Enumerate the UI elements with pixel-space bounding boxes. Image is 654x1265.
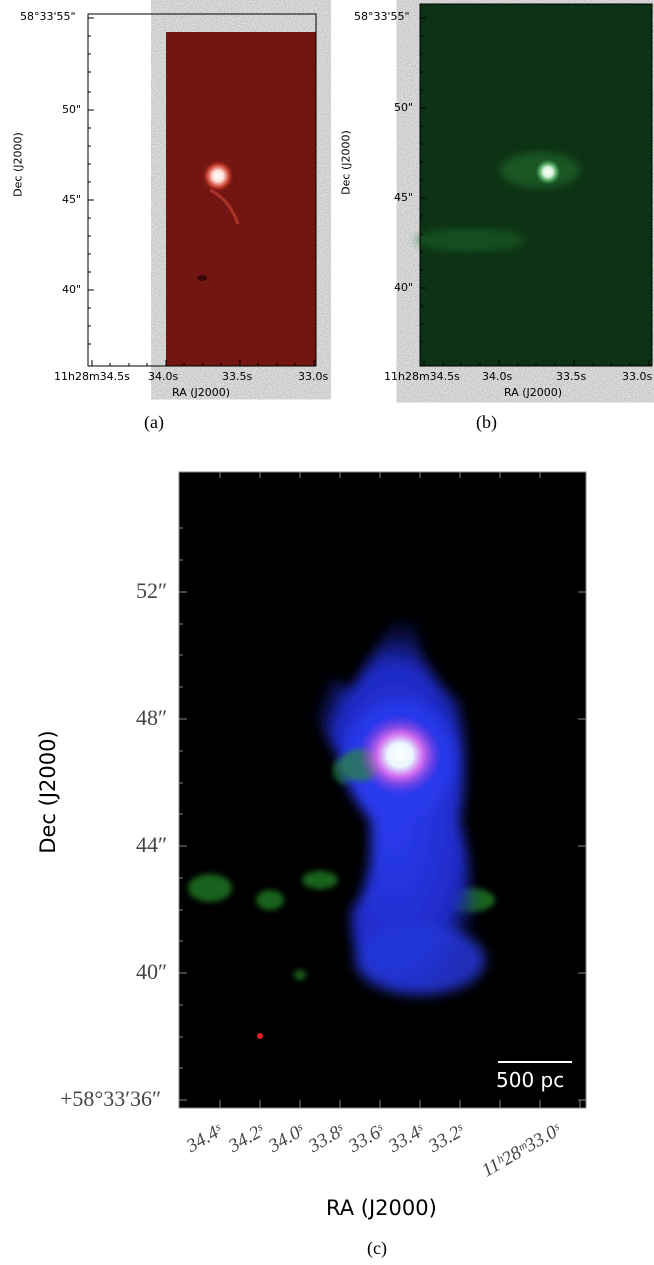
panel-a-ytick: 40" (62, 283, 82, 296)
panel-c-ytick: 40″ (136, 959, 168, 984)
panel-b-ytick: 40" (394, 281, 414, 294)
panel-a-caption: (a) (144, 412, 164, 432)
panel-b-xtick: 33.0s (622, 370, 653, 383)
panel-c-ytick: 44″ (136, 832, 168, 857)
panel-a-xtick: 34.0s (148, 370, 179, 383)
panel-b-ytick: 45" (394, 191, 414, 204)
panel-c-ylabel: Dec (J2000) (36, 730, 60, 854)
panel-b-caption: (b) (476, 412, 497, 432)
panel-b-xtick: 11h28m34.5s (384, 370, 460, 383)
panel-c-caption: (c) (367, 1238, 387, 1258)
panel-a-xtick: 33.5s (222, 370, 253, 383)
panel-a-axes (87, 3, 653, 367)
panel-b-xtick: 33.5s (556, 370, 587, 383)
panel-a-xtick: 33.0s (298, 370, 329, 383)
panel-c-ytick: 52″ (136, 578, 168, 603)
panel-b-xtick: 34.0s (482, 370, 513, 383)
panel-a-xlabel: RA (J2000) (172, 386, 231, 399)
panel-c-ytick: 48″ (136, 705, 168, 730)
panel-a-ytick: 50" (62, 103, 82, 116)
panel-c-xlabel: RA (J2000) (326, 1196, 437, 1220)
panel-b-xlabel: RA (J2000) (504, 386, 563, 399)
scale-bar-label: 500 pc (496, 1068, 565, 1092)
panel-b-ytick: 50" (394, 101, 414, 114)
panel-a-xtick: 11h28m34.5s (54, 370, 130, 383)
panel-c-ytick: +58°33′36″ (60, 1086, 162, 1111)
panel-a-ytick: 45" (62, 193, 82, 206)
panel-b-ytick: 58°33'55" (354, 10, 410, 23)
panel-a-ytick: 58°33'55" (20, 10, 76, 23)
